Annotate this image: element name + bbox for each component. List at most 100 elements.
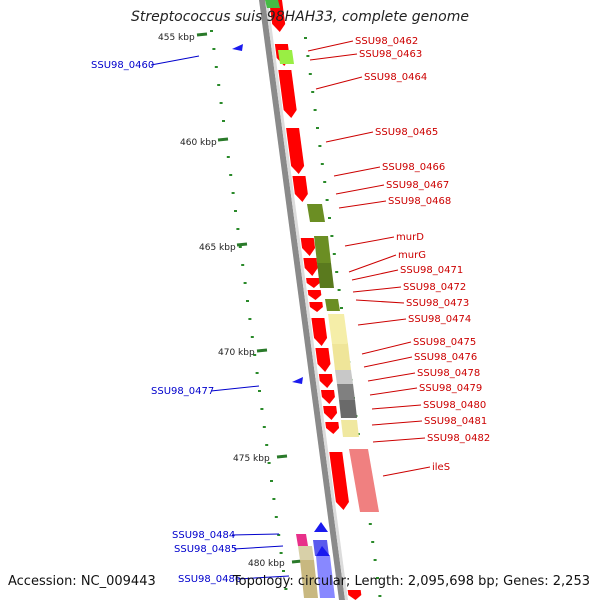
backbone	[259, 0, 348, 600]
gc-dot	[308, 73, 312, 75]
forward-gene-label: SSU98_0465	[375, 127, 438, 138]
gc-dot	[234, 210, 237, 212]
forward-gene-label: SSU98_0471	[400, 265, 463, 276]
kbp-label-465: 465 kbp	[199, 243, 236, 253]
forward-gene-arrow	[347, 590, 362, 600]
gc-dot	[260, 408, 264, 410]
gc-dot	[282, 570, 285, 572]
forward-leader-line	[357, 318, 407, 326]
forward-leader-line	[309, 53, 358, 61]
forward-leader-line	[307, 40, 354, 52]
forward-gene-arrow	[325, 422, 340, 434]
forward-gene-label: ileS	[432, 462, 450, 473]
forward-leader-line	[361, 341, 412, 355]
forward-leader-line	[363, 356, 413, 368]
gc-dot	[212, 48, 216, 50]
reverse-leader-line	[150, 55, 200, 66]
reverse-gene-label: SSU98_0460	[91, 60, 154, 71]
forward-gene-labels: SSU98_0462 SSU98_0463 SSU98_0464 SSU98_0465…	[355, 36, 490, 473]
forward-gene-arrow	[307, 290, 322, 300]
forward-leader-line	[338, 200, 387, 209]
forward-leader-line	[333, 166, 381, 177]
forward-leader-line	[325, 131, 374, 143]
forward-leader-line	[371, 404, 422, 410]
gc-dot	[217, 84, 221, 86]
gc-dot	[270, 480, 273, 482]
forward-gene-arrow	[321, 390, 335, 404]
gc-dot	[265, 444, 269, 446]
forward-gene-label: SSU98_0480	[423, 400, 486, 411]
gc-dot	[318, 145, 322, 147]
reverse-strand-markers	[232, 44, 303, 384]
reverse-gene-label: SSU98_0477	[151, 386, 214, 397]
gc-dot	[243, 282, 247, 284]
gc-dot	[253, 354, 257, 356]
reverse-gene-label: SSU98_0486	[178, 574, 241, 585]
gc-dot	[226, 156, 230, 158]
gc-dot	[340, 307, 343, 309]
forward-gene-arrow	[315, 348, 331, 372]
forward-gene-label: murD	[396, 232, 424, 243]
forward-leader-line	[382, 466, 431, 477]
gc-dot	[320, 163, 324, 165]
gc-dot	[378, 595, 382, 597]
genome-summary-text: Topology: circular; Length: 2,095,698 bp…	[232, 574, 590, 589]
gc-dot	[231, 192, 235, 194]
reverse-leader-line	[237, 575, 290, 580]
gc-dot	[376, 577, 379, 579]
map-title: Streptococcus suis 98HAH33, complete gen…	[131, 9, 469, 25]
gc-dot	[274, 516, 278, 518]
forward-gene-label: SSU98_0478	[417, 368, 480, 379]
gc-dot	[248, 318, 252, 320]
forward-leader-line	[372, 437, 426, 443]
forward-gene-label: SSU98_0466	[382, 162, 445, 173]
gc-dot	[368, 523, 372, 525]
forward-gene-arrow	[300, 238, 316, 256]
gc-dot	[332, 253, 336, 255]
reverse-leader-line	[233, 545, 284, 550]
forward-gene-label: SSU98_0473	[406, 298, 469, 309]
reverse-gene-blocks	[313, 522, 335, 598]
forward-gene-arrow	[329, 452, 349, 510]
kbp-label-455: 455 kbp	[158, 33, 195, 43]
kbp-label-470: 470 kbp	[218, 348, 255, 358]
forward-gene-label: SSU98_0472	[403, 282, 466, 293]
kbp-label-475: 475 kbp	[233, 454, 270, 464]
reverse-label-leaders	[150, 55, 290, 580]
reverse-gene-label: SSU98_0485	[174, 544, 237, 555]
category-blocks	[265, 0, 379, 598]
gc-dot	[284, 588, 288, 590]
forward-leader-line	[367, 372, 416, 382]
gc-dot	[330, 235, 334, 237]
forward-gene-arrow	[303, 258, 318, 276]
forward-leader-line	[335, 184, 385, 195]
reverse-gene-labels: SSU98_0460 SSU98_0477 SSU98_0484 SSU98_0485…	[91, 60, 241, 585]
forward-gene-label: SSU98_0462	[355, 36, 418, 47]
forward-gene-arrow	[309, 302, 323, 312]
gc-dot	[337, 289, 341, 291]
forward-gene-label: SSU98_0482	[427, 433, 490, 444]
gc-dot	[214, 66, 218, 68]
forward-label-leaders	[307, 40, 431, 477]
gc-dot	[246, 300, 249, 302]
kbp-label-480: 480 kbp	[248, 559, 285, 569]
gc-dot	[210, 30, 213, 32]
gc-dot	[279, 552, 283, 554]
forward-leader-line	[369, 387, 418, 396]
forward-gene-arrow	[292, 176, 308, 202]
forward-gene-arrow	[278, 70, 297, 118]
forward-gene-label: SSU98_0464	[364, 72, 427, 83]
gc-dot	[219, 102, 223, 104]
kbp-ticks	[196, 32, 303, 564]
gc-dot	[304, 37, 307, 39]
gc-dot	[241, 264, 245, 266]
gc-dot	[255, 372, 259, 374]
forward-gene-label: SSU98_0479	[419, 383, 482, 394]
forward-leader-line	[371, 420, 423, 426]
gc-dot	[335, 271, 339, 273]
forward-leader-line	[351, 269, 399, 281]
forward-gene-label: SSU98_0463	[359, 49, 422, 60]
forward-gene-label: SSU98_0468	[388, 196, 451, 207]
